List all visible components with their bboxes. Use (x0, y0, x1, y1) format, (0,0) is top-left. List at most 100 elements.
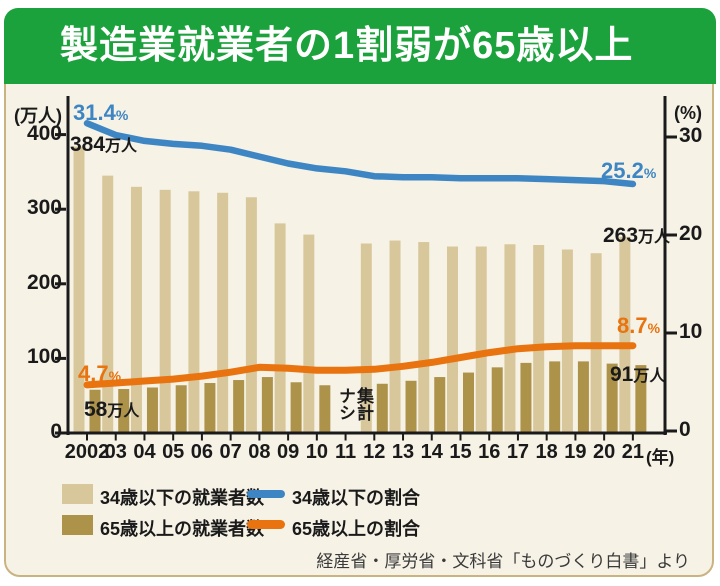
x-axis-tick (516, 434, 519, 441)
bar-young (188, 191, 200, 433)
left-axis-tick-label: 400 (26, 121, 62, 145)
x-axis-tick-label: 08 (248, 441, 271, 463)
x-axis-tick (402, 434, 405, 441)
x-axis-tick (258, 434, 261, 441)
x-axis-tick-label: 15 (449, 441, 472, 463)
legend-label-young-line: 34歳以下の割合 (292, 488, 421, 508)
bar-young (303, 234, 315, 433)
x-axis-line (66, 431, 667, 435)
x-axis-tick-label: 07 (219, 441, 242, 463)
bar-young (73, 146, 85, 433)
right-axis-tick (666, 331, 677, 335)
source-credit: 経産省・厚労省・文科省「ものづくり白書」より (316, 552, 690, 571)
annotation-young-count-end: 263万人 (603, 224, 671, 247)
x-axis-tick (631, 434, 634, 441)
x-axis-tick (459, 434, 462, 441)
bar-old (118, 388, 130, 433)
x-axis-tick-label: 19 (564, 441, 587, 463)
x-axis-tick (172, 434, 175, 441)
left-axis-tick (55, 282, 66, 286)
x-axis-tick (315, 434, 318, 441)
legend-label-old-bar: 65歳以上の就業者数 (100, 519, 265, 539)
bar-young (504, 244, 516, 433)
x-axis-tick (545, 434, 548, 441)
x-axis-tick-label: 2002 (64, 441, 110, 463)
x-axis-tick-label: 04 (133, 441, 156, 463)
x-axis-tick-label: 12 (363, 441, 386, 463)
right-axis-tick-label: 20 (679, 222, 703, 245)
right-axis-unit-label: (%) (674, 103, 702, 123)
bar-old (491, 367, 503, 433)
x-axis-tick (143, 434, 146, 441)
legend-label-old-line: 65歳以上の割合 (292, 519, 421, 539)
bar-old (606, 363, 618, 433)
left-axis-tick (55, 133, 66, 137)
bar-old (89, 389, 101, 433)
bar-young (360, 243, 372, 433)
left-axis-tick-label: 300 (26, 196, 62, 220)
bar-old (577, 361, 589, 433)
bar-old (204, 383, 216, 433)
x-axis-unit-label: (年) (646, 448, 675, 467)
x-axis-tick-label: 14 (420, 441, 443, 463)
annotation-old-ratio-start: 4.7% (78, 361, 122, 386)
legend-swatch-young-line (247, 490, 285, 498)
x-axis-tick (488, 434, 491, 441)
bar-young (533, 245, 545, 433)
annotation-young-ratio-start: 31.4% (73, 100, 129, 125)
annotation-old-ratio-end: 8.7% (617, 313, 661, 338)
legend-swatch-young-bar (62, 484, 93, 504)
line-young-ratio (83, 120, 637, 188)
right-axis-tick (666, 429, 677, 433)
left-axis-tick (55, 356, 66, 360)
left-axis-tick-label: 100 (26, 345, 62, 369)
left-axis-tick-label: 0 (50, 420, 62, 443)
right-axis-tick-label: 30 (679, 124, 703, 147)
x-axis-tick-label: 09 (276, 441, 300, 463)
x-axis-tick (430, 434, 433, 441)
bar-old (462, 372, 474, 433)
right-axis-tick-label: 0 (679, 418, 691, 441)
bar-young (130, 186, 142, 433)
bar-old (233, 380, 245, 433)
x-axis-tick-label: 05 (162, 441, 185, 463)
x-axis-tick (287, 434, 290, 441)
legend-swatch-old-line (247, 520, 285, 529)
bar-young (245, 197, 257, 433)
x-axis-tick-label: 03 (104, 441, 127, 463)
x-axis-tick-label: 18 (535, 441, 558, 463)
annotation-old-count-end: 91万人 (610, 363, 666, 386)
x-axis-tick (344, 434, 347, 441)
bar-old (290, 382, 302, 433)
bar-old (434, 377, 446, 433)
x-axis-tick (114, 434, 117, 441)
left-axis-tick-label: 200 (26, 270, 62, 294)
bar-old (520, 362, 532, 433)
right-axis-tick (666, 233, 677, 237)
bar-young (389, 240, 401, 433)
x-axis-tick-label: 17 (506, 441, 530, 463)
x-axis-tick-label: 06 (190, 441, 214, 463)
right-axis-tick (666, 135, 677, 139)
chart-title: 製造業就業者の1割弱が65歳以上 (60, 25, 634, 67)
bar-old (549, 361, 561, 433)
x-axis-tick-label: 10 (305, 441, 328, 463)
x-axis-tick-label: 20 (593, 441, 616, 463)
legend-swatch-old-bar (62, 515, 93, 535)
x-axis-tick-label: 16 (478, 441, 501, 463)
bar-young (102, 175, 114, 433)
x-axis-tick-label: 21 (621, 441, 644, 463)
x-axis-tick-label: 13 (391, 441, 415, 463)
left-axis-tick (55, 207, 66, 211)
no-data-note: 集計 ナシ (336, 387, 373, 421)
bar-young (418, 242, 430, 433)
bar-old (405, 380, 417, 433)
bar-young (274, 223, 286, 433)
bar-old (376, 383, 388, 433)
bar-young (446, 246, 458, 433)
x-axis-tick (603, 434, 606, 441)
left-axis-line (66, 96, 70, 435)
